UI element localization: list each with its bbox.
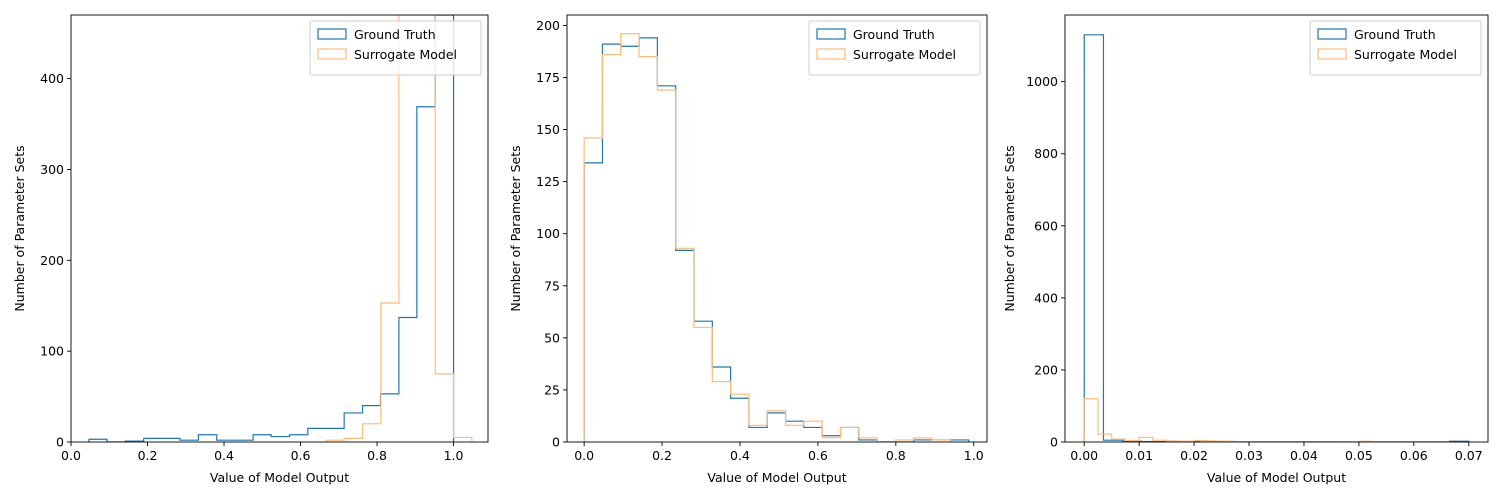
y-tick-label: 50 <box>544 330 560 345</box>
x-tick-label: 0.6 <box>808 448 828 463</box>
x-tick-label: 0.8 <box>367 448 387 463</box>
legend-entry-label: Surrogate Model <box>1354 47 1457 62</box>
legend-swatch <box>1317 28 1347 40</box>
y-tick-label: 175 <box>536 70 560 85</box>
y-tick-label: 0 <box>552 435 560 450</box>
ground-truth-histogram-series <box>1083 34 1470 442</box>
y-axis-label: Number of Parameter Sets <box>1002 145 1017 311</box>
legend-entry-label: Ground Truth <box>1354 27 1436 42</box>
x-tick-label: 0.0 <box>574 448 594 463</box>
legend-box <box>309 20 482 76</box>
legend-swatch <box>317 48 347 60</box>
y-tick-label: 400 <box>40 71 64 86</box>
legend-swatch <box>317 28 347 40</box>
x-tick-label: 0.06 <box>1400 448 1428 463</box>
x-axis-label: Value of Model Output <box>1207 470 1346 485</box>
legend-swatch <box>816 48 846 60</box>
y-tick-label: 25 <box>544 382 560 397</box>
legend-swatch <box>816 28 846 40</box>
y-axis-label: Number of Parameter Sets <box>508 145 523 311</box>
y-tick-label: 75 <box>544 278 560 293</box>
y-tick-label: 200 <box>536 18 560 33</box>
y-tick-label: 400 <box>1034 290 1058 305</box>
histogram-panel-3: 0.00 0.01 0.02 0.03 0.04 0.05 0.06 0.07 0 200 400 6… <box>1002 14 1489 485</box>
ground-truth-histogram-series <box>583 37 970 442</box>
x-tick-label: 0.04 <box>1290 448 1318 463</box>
y-tick-label: 200 <box>1034 362 1058 377</box>
legend: Ground Truth Surrogate Model <box>1309 20 1482 76</box>
legend: Ground Truth Surrogate Model <box>309 20 482 76</box>
plot-area <box>583 33 970 442</box>
y-tick-label: 800 <box>1034 146 1058 161</box>
y-tick-label: 1000 <box>1026 74 1058 89</box>
y-tick-label: 600 <box>1034 218 1058 233</box>
legend-swatch <box>1317 48 1347 60</box>
surrogate-model-histogram-series <box>1083 398 1374 442</box>
legend-entry-label: Surrogate Model <box>853 47 956 62</box>
x-tick-label: 0.2 <box>138 448 158 463</box>
histogram-panel-2: 0.0 0.2 0.4 0.6 0.8 1.0 0 25 50 75 100 125 150 175 200… <box>508 14 988 485</box>
x-tick-label: 0.8 <box>886 448 906 463</box>
x-tick-label: 0.00 <box>1070 448 1098 463</box>
axes-frame <box>1064 14 1489 443</box>
x-tick-label: 0.6 <box>291 448 311 463</box>
x-tick-label: 0.01 <box>1125 448 1153 463</box>
x-tick-label: 0.4 <box>730 448 750 463</box>
legend-entry-label: Ground Truth <box>354 27 436 42</box>
ground-truth-histogram-series <box>88 15 455 442</box>
x-tick-label: 0.07 <box>1455 448 1483 463</box>
y-tick-label: 150 <box>536 122 560 137</box>
x-tick-label: 0.05 <box>1345 448 1373 463</box>
y-tick-label: 100 <box>40 344 64 359</box>
legend-entry-label: Surrogate Model <box>354 47 457 62</box>
x-tick-label: 0.4 <box>214 448 234 463</box>
x-tick-label: 0.03 <box>1235 448 1263 463</box>
y-tick-label: 200 <box>40 253 64 268</box>
x-tick-label: 1.0 <box>444 448 464 463</box>
y-tick-label: 300 <box>40 162 64 177</box>
x-axis-label: Value of Model Output <box>707 470 846 485</box>
plot-area <box>1083 34 1470 442</box>
legend-entry-label: Ground Truth <box>853 27 935 42</box>
x-tick-label: 0.02 <box>1180 448 1208 463</box>
x-tick-label: 0.0 <box>61 448 81 463</box>
surrogate-model-histogram-series <box>583 33 951 442</box>
legend-box <box>1309 20 1482 76</box>
axes-frame <box>70 14 489 443</box>
plot-area <box>88 15 473 442</box>
y-tick-label: 100 <box>536 226 560 241</box>
y-tick-label: 0 <box>56 435 64 450</box>
axes-frame <box>566 14 988 443</box>
x-tick-label: 1.0 <box>964 448 984 463</box>
x-tick-label: 0.2 <box>652 448 672 463</box>
y-tick-label: 0 <box>1050 435 1058 450</box>
x-axis-label: Value of Model Output <box>210 470 349 485</box>
histogram-panel-1: 0.0 0.2 0.4 0.6 0.8 1.0 0 100 200 300 400 Value of … <box>12 14 489 485</box>
surrogate-model-histogram-series <box>325 15 473 442</box>
y-axis-label: Number of Parameter Sets <box>12 145 27 311</box>
y-tick-label: 125 <box>536 174 560 189</box>
legend-box <box>808 20 981 76</box>
legend: Ground Truth Surrogate Model <box>808 20 981 76</box>
